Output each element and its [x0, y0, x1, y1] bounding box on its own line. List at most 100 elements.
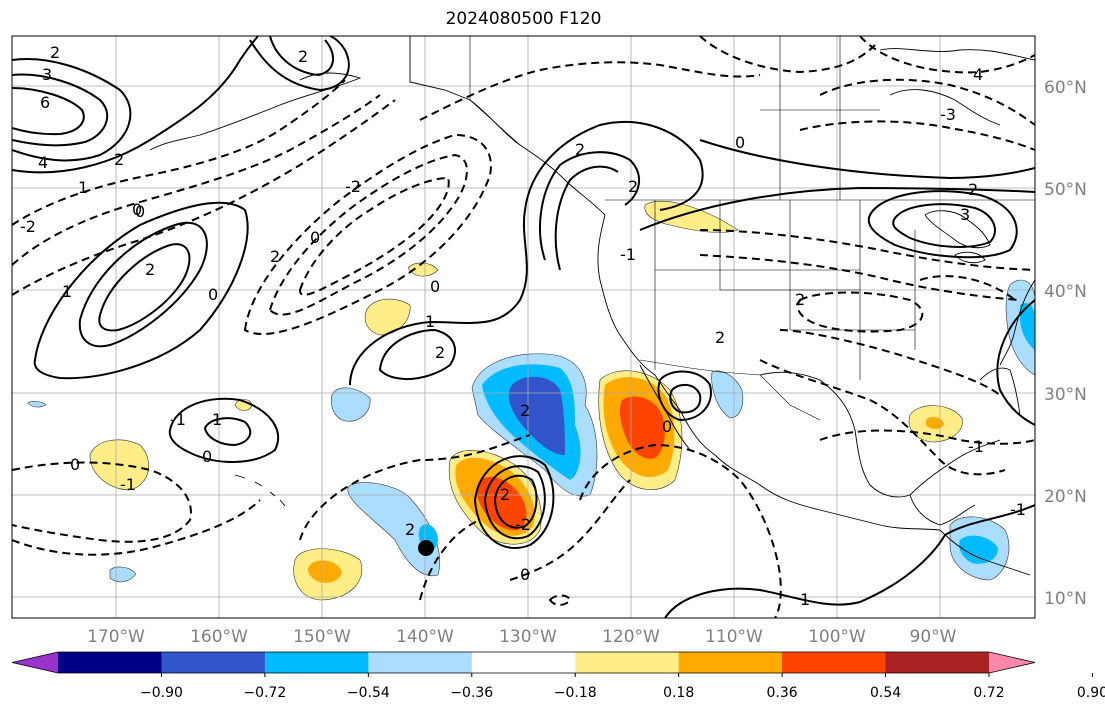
great-lakes — [954, 251, 986, 264]
positive-contour — [657, 370, 712, 422]
contour-labels: 2 3 6 4 1 2 0 2 1 0 2 1 0 -2 -1 0 -1 0 -… — [20, 43, 1026, 609]
borders — [469, 36, 1035, 421]
negative-anomaly-region — [27, 400, 47, 408]
negative-contour — [819, 78, 1035, 126]
contour-value-label: -1 — [620, 245, 636, 264]
alaska-canada-border — [469, 36, 521, 146]
positive-contour — [98, 243, 191, 332]
negative-contour — [299, 434, 531, 541]
contour-value-label: 3 — [42, 65, 52, 84]
contour-value-label: 1 — [62, 282, 72, 301]
positive-anomaly-region — [364, 298, 411, 336]
colorbar-swatch — [471, 652, 576, 673]
positive-contour — [78, 221, 208, 348]
negative-contour — [548, 594, 572, 606]
colorbar-swatch — [678, 652, 783, 673]
coastlines — [149, 36, 1035, 576]
negative-contour — [796, 291, 924, 333]
colorbar-swatch — [885, 652, 990, 673]
contour-value-label: 0 — [430, 277, 440, 296]
negative-anomaly-region — [331, 387, 371, 422]
positive-contour — [483, 465, 546, 540]
colorbar-swatch — [368, 652, 473, 673]
positive-contour — [639, 186, 1035, 231]
contour-value-label: 0 — [202, 447, 212, 466]
positive-contour — [349, 120, 704, 386]
contour-value-label: 0 — [310, 228, 320, 247]
colorbar-extend-low — [12, 652, 58, 673]
contour-value-label: 0 — [208, 285, 218, 304]
colorbar-tick-label: 0.54 — [870, 685, 901, 701]
colorbar-tick-label: 0.18 — [663, 685, 694, 701]
negative-contour — [12, 99, 396, 296]
longitude-label: 110°W — [705, 627, 763, 647]
great-lakes — [924, 210, 991, 249]
contour-value-label: -2 — [20, 217, 36, 236]
positive-contour — [269, 36, 334, 77]
gridlines — [12, 36, 1035, 618]
negative-contour — [779, 329, 1001, 396]
colorbar-tick-label: −0.18 — [554, 685, 597, 701]
contour-value-label: 2 — [435, 343, 445, 362]
contour-value-label: 2 — [795, 290, 805, 309]
colorbar-swatch — [575, 652, 680, 673]
positive-contour — [12, 58, 132, 162]
contour-value-label: 1 — [212, 410, 222, 429]
map-border — [11, 35, 1036, 619]
positive-contour — [539, 151, 640, 261]
colorbar-extend-high — [989, 652, 1035, 673]
contour-value-label: 2 — [500, 485, 510, 504]
longitude-label: 170°W — [87, 627, 145, 647]
colorbar-tick-label: 0.72 — [973, 685, 1004, 701]
colorbar-tick-label: −0.72 — [243, 685, 286, 701]
yucatan-coast — [909, 494, 976, 526]
contour-value-label: -2 — [515, 515, 531, 534]
latitude-label: 20°N — [1044, 487, 1087, 507]
negative-contour — [12, 94, 381, 266]
colorbar-outline — [11, 651, 1036, 674]
longitude-label: 90°W — [910, 627, 957, 647]
longitude-label: 150°W — [293, 627, 351, 647]
contour-value-label: 0 — [735, 133, 745, 152]
positive-contour — [168, 397, 280, 463]
hudson-bay-coast — [889, 89, 1001, 126]
negative-contour — [699, 229, 1035, 271]
colorbar-tick-label: 0.36 — [767, 685, 798, 701]
contour-value-label: 2 — [405, 520, 415, 539]
positive-contour — [12, 36, 259, 174]
longitude-labels: 170°W 160°W 150°W 140°W 130°W 120°W 110°… — [87, 627, 957, 647]
contour-value-label: 2 — [628, 177, 638, 196]
florida-coast — [979, 367, 1021, 416]
positive-contour — [473, 455, 555, 549]
contour-value-label: 4 — [973, 65, 983, 84]
us-mexico-border — [639, 359, 821, 421]
colorbar-swatch — [264, 652, 369, 673]
negative-contour — [243, 133, 492, 335]
negative-anomaly-region — [959, 535, 998, 564]
colorbar-tick-label: 0.90 — [1077, 685, 1105, 701]
central-america-coast — [939, 529, 1031, 576]
contour-value-label: 2 — [114, 150, 124, 169]
storm-center-marker — [418, 540, 434, 556]
negative-contour — [419, 61, 761, 121]
latitude-label: 30°N — [1044, 385, 1087, 405]
positive-anomaly-region — [307, 560, 342, 583]
contour-value-label: 0 — [520, 565, 530, 584]
west-coast — [597, 214, 941, 531]
contour-value-label: 3 — [960, 205, 970, 224]
longitude-label: 130°W — [499, 627, 557, 647]
latitude-labels: 60°N 50°N 40°N 30°N 20°N 10°N — [1044, 78, 1087, 609]
negative-contour — [12, 499, 261, 556]
positive-contour — [493, 474, 538, 529]
alaska-coast — [409, 36, 606, 216]
negative-contour — [759, 359, 1006, 476]
hawaii-islands — [234, 474, 286, 507]
colorbar — [11, 651, 1036, 674]
negative-anomaly-region — [1020, 303, 1035, 350]
positive-contour — [12, 87, 85, 136]
contour-value-label: 2 — [715, 328, 725, 347]
contour-value-label: 2 — [145, 260, 155, 279]
solid-contours — [12, 36, 1035, 618]
contour-value-label: 0 — [135, 202, 145, 221]
